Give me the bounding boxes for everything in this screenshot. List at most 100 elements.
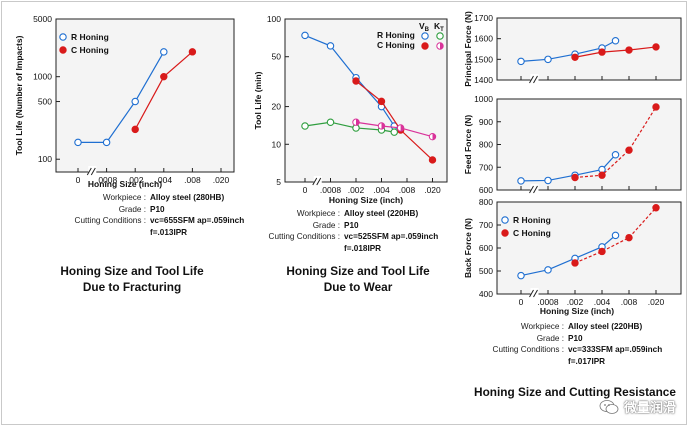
x-tick-label: .008 [399, 185, 416, 195]
fracturing-y-axis-label: Tool Life (Number of Impacts) [14, 35, 24, 155]
data-point [421, 42, 429, 50]
workpiece-value: Alloy steel (220HB) [568, 322, 643, 331]
x-tick-label: 0 [519, 297, 524, 307]
axis-break-mark [533, 289, 538, 298]
forces-x-axis-label: Honing Size (inch) [540, 306, 614, 316]
y-tick-label: 1400 [474, 75, 493, 85]
chart-fracturing: 100 500 1000 5000 0 .0008 .002 .004 .008 .020 [33, 14, 235, 185]
y-axis-label: Principal Force (N) [463, 11, 473, 87]
conditions-value: vc=525SFM ap=.059inch [344, 232, 439, 241]
y-tick-label: 5 [276, 177, 281, 187]
watermark: 微量润滑 [599, 397, 676, 416]
y-axis-label: Feed Force (N) [463, 115, 473, 175]
workpiece-label: Workpiece : [296, 209, 340, 218]
data-point [611, 150, 620, 159]
axis-break-mask [313, 176, 322, 188]
data-point [74, 138, 82, 147]
workpiece-label: Workpiece : [520, 322, 564, 331]
data-point [611, 231, 620, 240]
data-point [501, 216, 509, 224]
wear-caption: Honing Size and Tool Life Due to Wear [268, 263, 448, 295]
data-point [544, 55, 552, 64]
forces-caption: Honing Size and Cutting Resistance [465, 384, 685, 400]
series-line [355, 80, 433, 161]
axis-break-mark [86, 167, 92, 176]
axis-break-mark [529, 289, 534, 298]
x-tick-label: .0008 [537, 297, 559, 307]
workpiece-value: Alloy steel (280HB) [150, 193, 225, 202]
axis-break-mask [530, 288, 539, 300]
y-tick-label: 10 [272, 139, 282, 149]
fracturing-legend-c-honing: C Honing [59, 45, 109, 55]
data-point [611, 36, 620, 45]
fracturing-caption-line1: Honing Size and Tool Life [60, 264, 204, 278]
conditions-label-2 [268, 243, 344, 255]
y-tick-label: 50 [272, 52, 282, 62]
y-tick-label: 600 [479, 243, 493, 253]
axis-break-mark [533, 75, 538, 84]
data-point [517, 271, 525, 280]
workpiece-value: Alloy steel (220HB) [344, 209, 419, 218]
data-point [436, 32, 444, 40]
workpiece-label: Workpiece : [102, 193, 146, 202]
grade-value: P10 [344, 220, 359, 230]
data-point [131, 97, 139, 106]
plot-area [496, 201, 682, 295]
legend-header-vb: VB [419, 21, 430, 33]
conditions-label: Cutting Conditions : [268, 232, 340, 241]
x-tick-label: .0008 [320, 185, 342, 195]
data-point [160, 48, 168, 56]
legend-header-sub: B [425, 27, 430, 33]
axis-break-mark [529, 185, 534, 194]
grade-value: P10 [150, 204, 165, 214]
y-tick-label: 700 [479, 220, 493, 230]
wechat-icon [599, 399, 619, 415]
y-tick-label: 700 [479, 162, 493, 172]
wear-x-axis-label: Honing Size (inch) [329, 195, 403, 205]
series-line [574, 106, 657, 179]
grade-label: Grade : [312, 220, 340, 230]
legend-label: R Honing [513, 215, 551, 225]
data-point [428, 156, 437, 164]
fracturing-legend-r-honing: R Honing [59, 32, 109, 42]
data-point [301, 122, 309, 130]
data-point [598, 48, 606, 56]
data-point [421, 32, 429, 40]
data-point [390, 128, 398, 136]
legend-label: C Honing [513, 228, 551, 238]
x-tick-label: .020 [424, 185, 441, 195]
y-tick-label: 100 [267, 14, 281, 24]
wear-y-axis-label: Tool Life (min) [253, 71, 263, 129]
data-point [652, 204, 660, 212]
axis-break-mark [533, 185, 538, 194]
data-point-half [432, 133, 436, 140]
legend-label: C Honing [377, 40, 415, 50]
data-point [571, 259, 579, 267]
forces-legend-c-honing: C Honing [501, 228, 551, 238]
fracturing-caption-line2: Due to Fracturing [82, 280, 182, 294]
chart-wear: 5 10 20 50 100 0 .0008 .002 .004 .008 .020 [267, 14, 448, 195]
legend-label: C Honing [71, 45, 109, 55]
x-tick-label: .002 [348, 185, 365, 195]
y-tick-label: 5000 [33, 14, 52, 24]
data-point [102, 138, 111, 147]
x-tick-label: .002 [567, 297, 584, 307]
axis-break-mark [90, 167, 96, 176]
data-point-half [400, 124, 404, 132]
data-point [131, 125, 139, 134]
data-point [652, 103, 660, 111]
data-point [326, 118, 335, 126]
grade-label: Grade : [118, 204, 146, 214]
x-tick-label: 0 [76, 175, 81, 185]
data-point [517, 57, 525, 66]
plot-area [496, 98, 682, 191]
legend-header-sub: T [440, 27, 444, 33]
x-tick-label: .008 [184, 175, 201, 185]
y-tick-label: 800 [479, 197, 493, 207]
y-tick-label: 800 [479, 140, 493, 150]
data-point [501, 229, 509, 237]
wear-conditions: Workpiece : Alloy steel (220HB) Grade : P1… [268, 208, 439, 255]
axis-break-mark [312, 177, 318, 186]
